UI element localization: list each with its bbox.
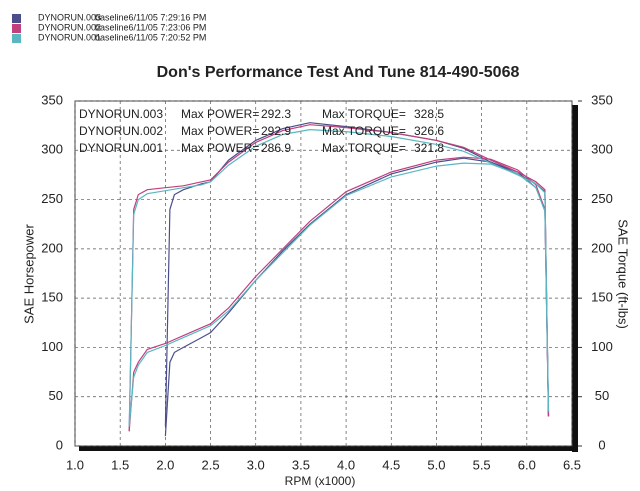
x-tick-label: 5.5: [473, 457, 491, 472]
annotation-label: Max TORQUE=: [322, 107, 406, 121]
y-tick-label: 0: [56, 437, 63, 452]
annotation-run: DYNORUN.001: [79, 141, 163, 155]
y2-tick-label: 250: [591, 191, 613, 206]
annotation-value: 321.8: [414, 141, 444, 155]
legend-detail: baseline6/11/05 7:23:06 PM: [95, 22, 206, 32]
y-tick-label: 300: [41, 142, 63, 157]
x-tick-label: 4.0: [337, 457, 355, 472]
annotation-value: 292.3: [261, 107, 291, 121]
legend-name: DYNORUN.003: [38, 12, 101, 22]
y2-tick-label: 350: [591, 92, 613, 107]
torque-line: [128, 128, 550, 427]
y2-tick-label: 50: [595, 388, 609, 403]
legend-swatch: [12, 24, 21, 33]
legend-swatch: [12, 34, 21, 43]
y2-tick-label: 100: [591, 339, 613, 354]
legend-detail: baseline6/11/05 7:20:52 PM: [95, 32, 206, 42]
x-tick-label: 2.5: [202, 457, 220, 472]
legend-name: DYNORUN.001: [38, 32, 101, 42]
annotation-value: 286.9: [261, 141, 291, 155]
x-tick-label: 1.0: [66, 457, 84, 472]
y2-axis-label: SAE Torque (ft-lbs): [616, 219, 631, 329]
annotation-run: DYNORUN.002: [79, 124, 163, 138]
legend-swatch: [12, 14, 21, 23]
y-axis-label: SAE Horsepower: [21, 223, 36, 323]
y2-tick-label: 300: [591, 142, 613, 157]
horsepower-line: [128, 162, 550, 427]
annotation-label: Max POWER=: [181, 124, 259, 138]
annotation-label: Max POWER=: [181, 141, 259, 155]
x-tick-label: 6.0: [518, 457, 536, 472]
legend-name: DYNORUN.002: [38, 22, 101, 32]
y-tick-label: 250: [41, 191, 63, 206]
y-tick-label: 100: [41, 339, 63, 354]
x-tick-label: 4.5: [382, 457, 400, 472]
x-tick-label: 2.0: [156, 457, 174, 472]
y2-tick-label: 150: [591, 290, 613, 305]
annotation-label: Max TORQUE=: [322, 124, 406, 138]
x-tick-label: 6.5: [563, 457, 581, 472]
x-tick-label: 1.5: [111, 457, 129, 472]
chart-title: Don's Performance Test And Tune 814-490-…: [157, 64, 520, 81]
y-tick-label: 150: [41, 290, 63, 305]
y2-tick-label: 200: [591, 240, 613, 255]
x-tick-label: 5.0: [427, 457, 445, 472]
horsepower-line: [128, 156, 550, 432]
x-tick-label: 3.0: [247, 457, 265, 472]
annotation-run: DYNORUN.003: [79, 107, 163, 121]
plot-shadow: [572, 105, 578, 452]
annotation-label: Max TORQUE=: [322, 141, 406, 155]
y-tick-label: 50: [49, 388, 63, 403]
annotation-label: Max POWER=: [181, 107, 259, 121]
torque-line: [128, 124, 550, 432]
y2-tick-label: 0: [598, 437, 605, 452]
plot-shadow: [79, 446, 578, 451]
y-tick-label: 350: [41, 92, 63, 107]
legend-detail: baseline6/11/05 7:29:16 PM: [95, 12, 206, 22]
x-axis-label: RPM (x1000): [285, 474, 356, 488]
annotation-value: 328.5: [414, 107, 444, 121]
annotation-value: 326.6: [414, 124, 444, 138]
annotation-value: 292.9: [261, 124, 291, 138]
y-tick-label: 200: [41, 240, 63, 255]
x-tick-label: 3.5: [292, 457, 310, 472]
